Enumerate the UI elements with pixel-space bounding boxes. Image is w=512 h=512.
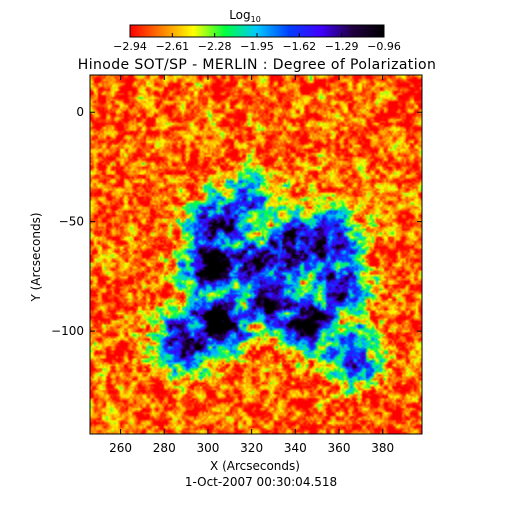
x-axis-ticks: 260 280 300 320 340 360 380 [109,75,394,455]
y-tick-label: −50 [59,215,84,229]
polarization-heatmap [90,75,422,434]
colorbar-ticks: −2.94 −2.61 −2.28 −1.95 −1.62 −1.29 −0.96 [113,33,401,53]
colorbar-tick-label: −1.95 [240,40,274,53]
colorbar-label: Log10 [229,8,261,24]
colorbar-tick-label: −2.61 [155,40,189,53]
chart-title: Hinode SOT/SP - MERLIN : Degree of Polar… [78,57,436,73]
colorbar-tick-label: −2.28 [198,40,232,53]
y-tick-label: −100 [51,324,84,338]
x-tick-label: 300 [196,441,219,455]
x-tick-label: 380 [371,441,394,455]
y-axis-label: Y (Arcseconds) [29,212,43,302]
y-tick-label: 0 [76,105,84,119]
x-tick-label: 260 [109,441,132,455]
colorbar-tick-label: −1.62 [282,40,316,53]
x-tick-label: 280 [153,441,176,455]
colorbar-tick-label: −2.94 [113,40,147,53]
colorbar-label-subscript: 10 [251,15,261,24]
plot-area: 260 280 300 320 340 360 380 0 −50 −100 [51,74,423,455]
y-axis-ticks: 0 −50 −100 [51,105,422,338]
x-tick-label: 340 [284,441,307,455]
observation-timestamp: 1-Oct-2007 00:30:04.518 [185,475,337,489]
colorbar-tick-label: −0.96 [367,40,401,53]
plot-frame [89,74,423,435]
x-axis-label: X (Arcseconds) [210,459,300,473]
x-tick-label: 360 [328,441,351,455]
colorbar: Log10 −2.94 −2.61 −2.28 −1.95 −1.62 −1.29 −0.9… [113,8,401,53]
colorbar-tick-label: −1.29 [325,40,359,53]
x-tick-label: 320 [240,441,263,455]
